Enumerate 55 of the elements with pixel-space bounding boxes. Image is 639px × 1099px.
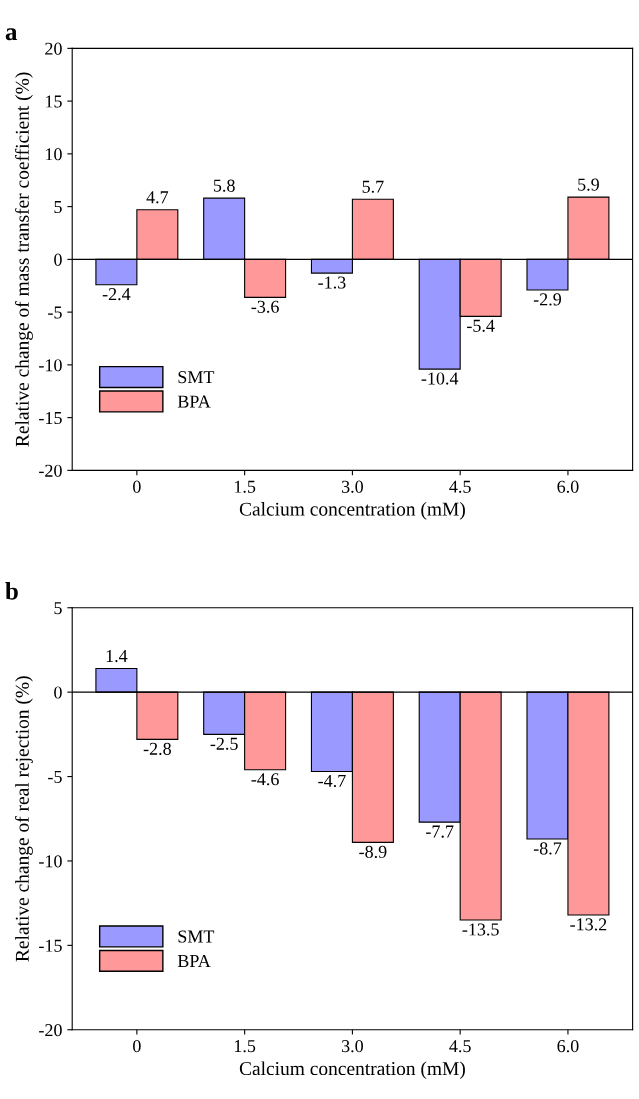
x-tick-label: 6.0 <box>557 1040 579 1053</box>
legend-label: SMT <box>178 930 215 943</box>
y-tick-label: -10 <box>39 855 62 868</box>
y-tick-label: -15 <box>39 411 62 425</box>
y-tick-label: 0 <box>54 253 62 266</box>
data-label: -13.2 <box>570 918 607 931</box>
x-axis-title: Calcium concentration (mM) <box>239 502 465 520</box>
y-tick-label: -5 <box>48 306 62 319</box>
data-label: 1.4 <box>106 649 128 663</box>
data-label: -10.4 <box>421 372 459 385</box>
data-label: -7.7 <box>426 825 454 838</box>
y-tick-label: -15 <box>39 939 62 952</box>
y-axis-title: Relative change of mass transfer coefficient (%) <box>14 72 33 447</box>
x-axis-title: Calcium concentration (mM) <box>239 1061 465 1080</box>
data-label: -4.6 <box>251 773 279 786</box>
chart-title: b <box>5 582 18 600</box>
data-label: 5.9 <box>578 178 599 191</box>
x-tick-label: 3.0 <box>341 480 363 493</box>
data-label: -2.4 <box>102 288 131 301</box>
data-label: -2.8 <box>143 742 171 755</box>
data-label: -2.9 <box>533 293 562 306</box>
data-label: -8.7 <box>533 842 562 855</box>
legend-label: BPA <box>177 395 211 408</box>
data-label: -4.7 <box>318 774 346 788</box>
data-label: 5.8 <box>213 179 235 192</box>
y-tick-label: 10 <box>46 148 62 161</box>
data-label: 4.7 <box>146 191 169 204</box>
data-label: 5.7 <box>362 180 384 193</box>
data-label: -13.5 <box>462 923 499 936</box>
data-label: -2.5 <box>210 737 238 750</box>
y-tick-label: -10 <box>39 359 62 372</box>
legend-label: BPA <box>177 954 211 967</box>
y-tick-label: -20 <box>39 464 62 477</box>
x-tick-label: 4.5 <box>449 480 471 493</box>
y-axis-title: Relative change of real rejection (%) <box>14 676 33 962</box>
y-tick-label: -5 <box>48 770 62 783</box>
x-tick-label: 4.5 <box>449 1040 471 1053</box>
data-label: -3.6 <box>251 300 279 313</box>
x-tick-label: 1.5 <box>234 480 256 493</box>
data-label: -8.9 <box>359 845 387 858</box>
chart-title: a <box>5 28 18 41</box>
y-tick-label: -20 <box>39 1024 62 1037</box>
x-tick-label: 6.0 <box>557 480 579 493</box>
legend-label: SMT <box>178 371 215 384</box>
y-tick-label: 5 <box>54 602 62 615</box>
data-label: -5.4 <box>467 319 495 332</box>
y-tick-label: 5 <box>54 201 62 214</box>
y-tick-label: 0 <box>54 686 62 699</box>
x-tick-label: 0 <box>133 1040 141 1053</box>
data-label: -1.3 <box>318 276 346 289</box>
x-tick-label: 3.0 <box>341 1040 363 1053</box>
y-tick-label: 15 <box>46 95 62 108</box>
x-tick-label: 1.5 <box>234 1040 256 1053</box>
y-tick-label: 20 <box>45 42 62 55</box>
x-tick-label: 0 <box>133 480 141 493</box>
